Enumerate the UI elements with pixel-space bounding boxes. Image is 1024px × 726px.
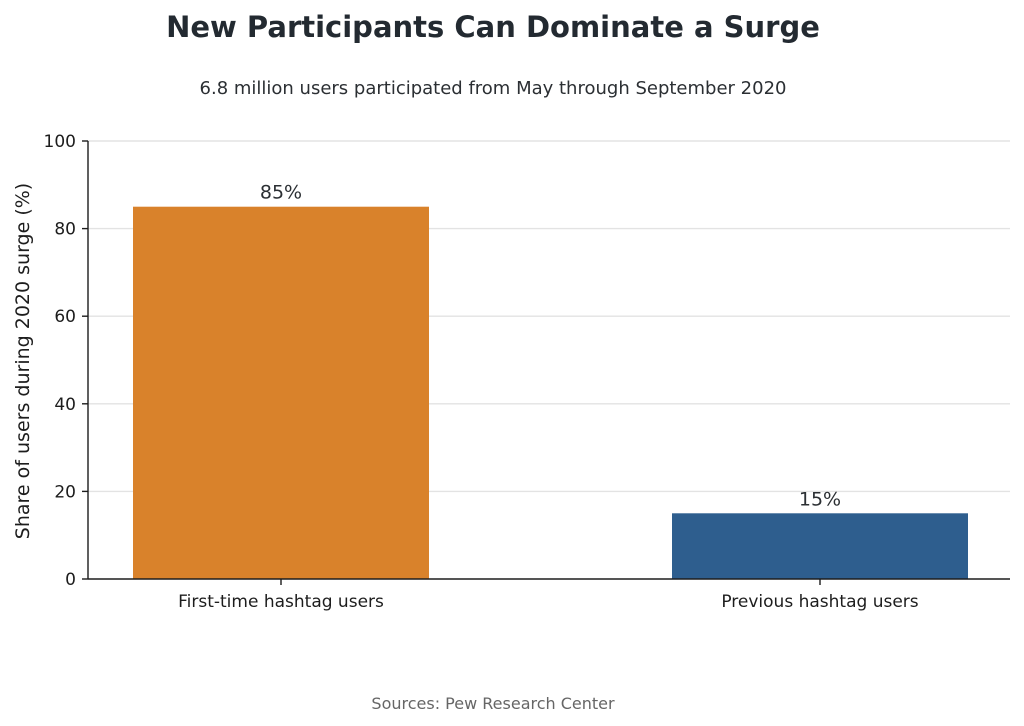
- y-tick-label: 40: [54, 395, 76, 415]
- x-category-label: Previous hashtag users: [721, 592, 918, 612]
- y-tick-label: 60: [54, 307, 76, 327]
- chart-subtitle: 6.8 million users participated from May …: [200, 78, 787, 99]
- y-tick-label: 20: [54, 482, 76, 502]
- bar-2: [672, 513, 968, 579]
- y-tick-label: 100: [44, 132, 76, 152]
- source-note: Sources: Pew Research Center: [371, 694, 615, 713]
- bar-1: [133, 206, 429, 579]
- axes: [82, 140, 1010, 585]
- x-category-label: First-time hashtag users: [178, 592, 384, 612]
- y-tick-label: 0: [65, 570, 76, 590]
- category-labels: First-time hashtag users Previous hashtag…: [178, 592, 919, 612]
- bar-value-label: 85%: [260, 182, 302, 204]
- chart-title: New Participants Can Dominate a Surge: [166, 10, 820, 44]
- y-axis-label: Share of users during 2020 surge (%): [12, 183, 34, 539]
- bar-value-label: 15%: [799, 488, 841, 510]
- data-labels: 85% 15%: [260, 182, 841, 511]
- y-tick-label: 80: [54, 220, 76, 240]
- y-tick-labels: 0 20 40 60 80 100: [44, 132, 76, 590]
- bars: [133, 206, 968, 579]
